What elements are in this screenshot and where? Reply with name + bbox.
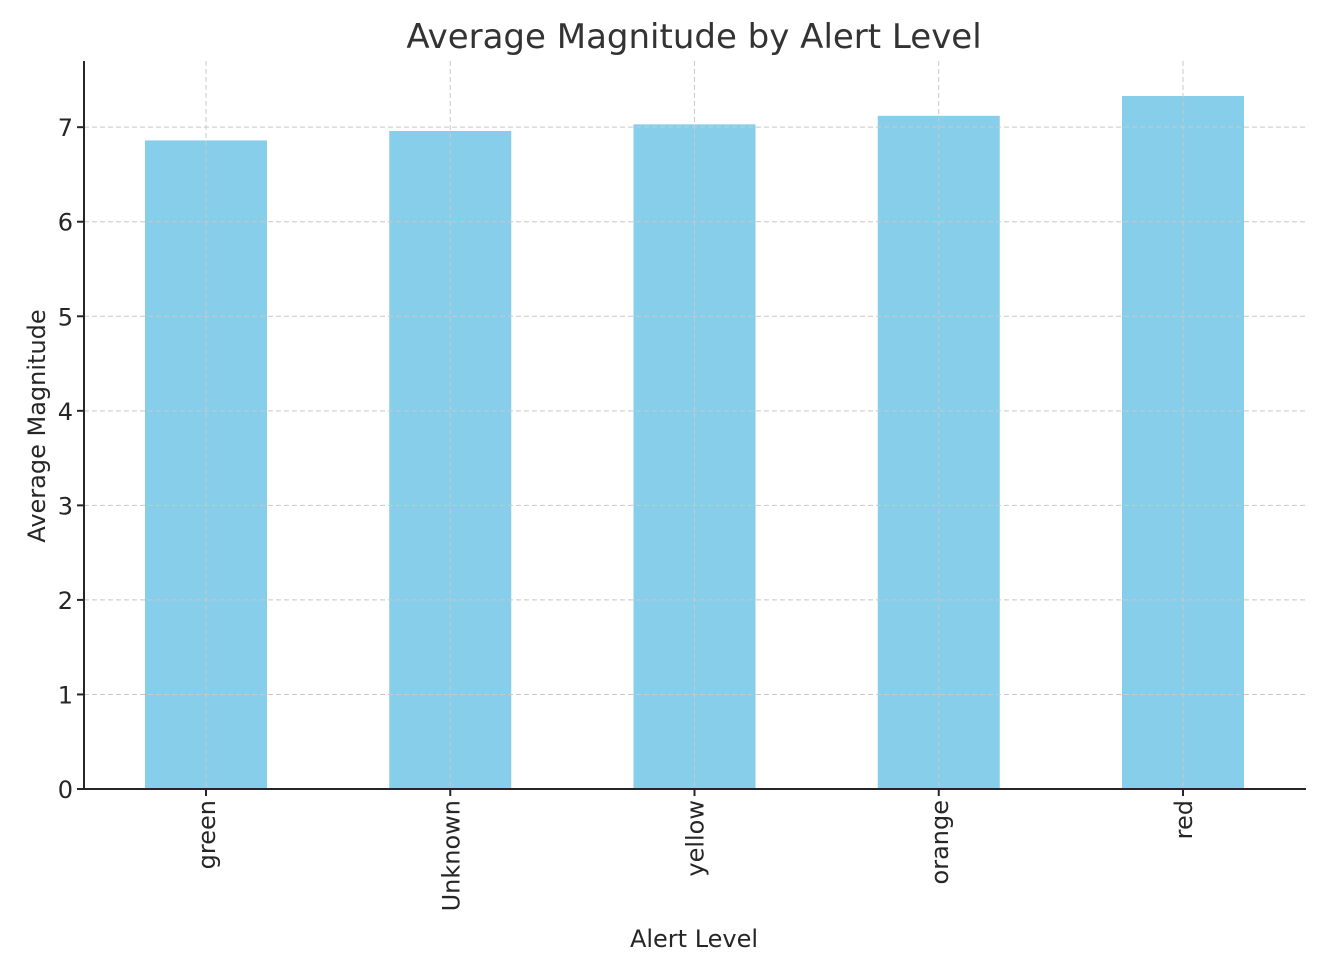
y-tick-label: 3: [58, 492, 73, 520]
y-axis-label: Average Magnitude: [23, 309, 51, 542]
x-tick-label: Unknown: [437, 800, 465, 911]
x-tick-label: orange: [926, 800, 954, 884]
chart-title: Average Magnitude by Alert Level: [406, 17, 981, 57]
y-tick-label: 1: [58, 681, 73, 709]
x-tick-label: green: [193, 800, 221, 869]
y-tick-label: 2: [58, 587, 73, 615]
x-tick-label: red: [1170, 800, 1198, 839]
x-axis-label: Alert Level: [630, 925, 758, 953]
y-tick-label: 6: [58, 209, 73, 237]
y-tick-label: 0: [58, 776, 73, 804]
ticks-layer: 0 1 2 3 4 5 6 7 green Unknown yellow orange red: [58, 114, 1198, 911]
x-tick-label: yellow: [682, 800, 710, 877]
y-tick-label: 7: [58, 114, 73, 142]
bar-orange: [877, 115, 1000, 789]
y-tick-label: 4: [58, 398, 73, 426]
y-tick-label: 5: [58, 303, 73, 331]
grid-layer: [84, 61, 1306, 790]
